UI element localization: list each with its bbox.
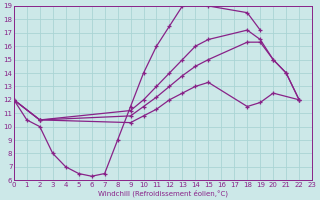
X-axis label: Windchill (Refroidissement éolien,°C): Windchill (Refroidissement éolien,°C) <box>98 189 228 197</box>
